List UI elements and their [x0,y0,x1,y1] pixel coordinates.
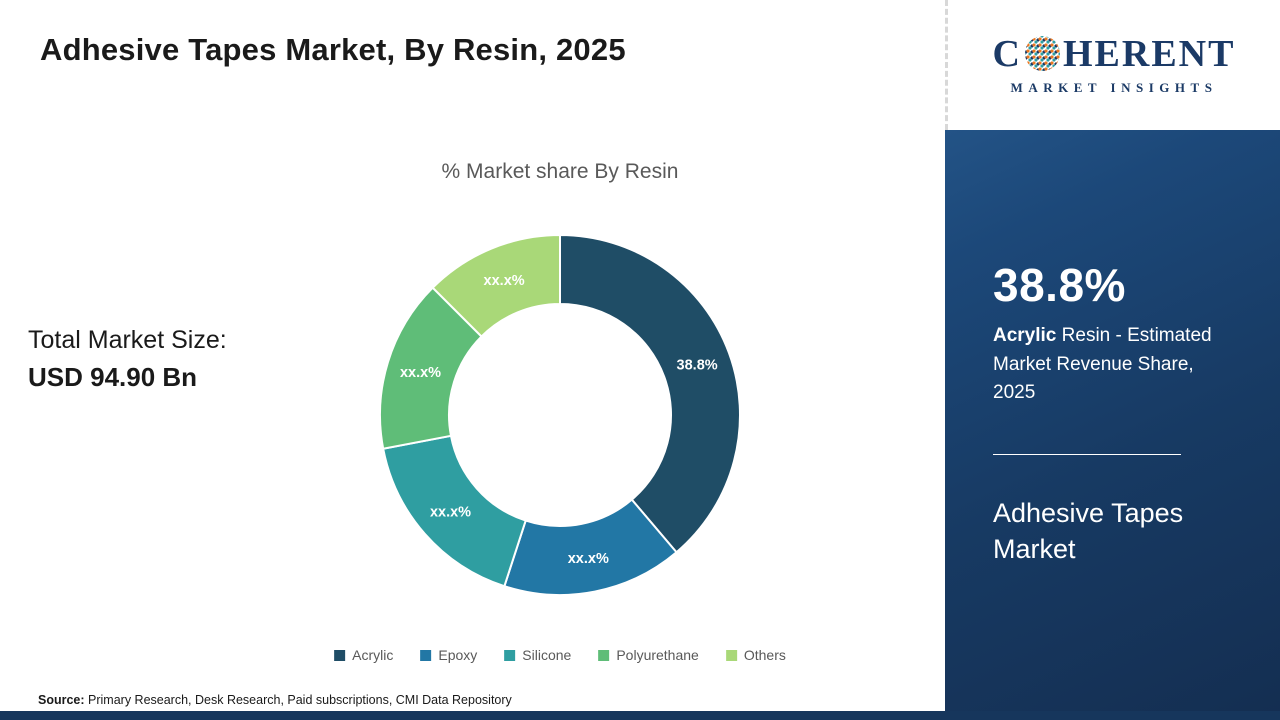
legend-item-acrylic: Acrylic [334,647,393,663]
highlight-stat-value: 38.8% [993,259,1126,311]
chart-panel: Adhesive Tapes Market, By Resin, 2025 % … [28,32,786,707]
chart-title: % Market share By Resin [441,160,679,183]
highlight-stat-text: Resin - Estimated Market Revenue Share, … [993,325,1212,403]
legend-label-polyurethane: Polyurethane [616,647,699,663]
highlight-stat-description: Acrylic Resin - Estimated Market Revenue… [993,322,1232,408]
page-title: Adhesive Tapes Market, By Resin, 2025 [40,32,626,67]
donut-slice-others [431,233,561,338]
brand-letter-c: C [992,32,1022,75]
legend-swatch-silicone [504,649,516,661]
source-text: Primary Research, Desk Research, Paid su… [84,693,512,707]
slice-label-silicone: xx.x% [430,505,471,521]
donut-chart: 38.8% xx.x% xx.x% xx.x% xx.x% [379,233,741,596]
source-label: Source: [38,693,85,707]
brand-logo: C HERENT MARKET INSIGHTS [945,0,1280,130]
legend-swatch-polyurethane [598,649,610,661]
slice-label-epoxy: xx.x% [568,551,609,567]
total-market-size: Total Market Size: USD 94.90 Bn [28,326,227,393]
brand-word-rest: HERENT [1062,32,1236,75]
legend-item-polyurethane: Polyurethane [598,647,699,663]
brand-subtitle: MARKET INSIGHTS [1010,79,1218,95]
sidebar: C HERENT MARKET INSIGHTS 38.8% Acrylic R… [945,0,1280,720]
legend-item-epoxy: Epoxy [420,647,477,663]
slice-label-acrylic: 38.8% [677,358,718,374]
divider-line [993,453,1181,455]
source-note: Source: Primary Research, Desk Research,… [38,693,512,707]
report-title: Adhesive Tapes Market [993,497,1184,564]
legend-swatch-others [725,649,737,661]
legend-label-silicone: Silicone [522,647,572,663]
highlight-stat-category: Acrylic [993,325,1057,346]
slice-label-others: xx.x% [484,273,525,289]
legend-swatch-acrylic [334,649,346,661]
sidebar-body: 38.8% Acrylic Resin - Estimated Market R… [945,130,1280,720]
bottom-bar [0,711,1280,720]
chart-legend: Acrylic Epoxy Silicone Polyurethane Others [334,647,786,663]
globe-icon [1024,36,1060,71]
slice-label-polyurethane: xx.x% [400,365,441,381]
total-market-size-label: Total Market Size: [28,326,227,354]
brand-wordmark: C HERENT [993,35,1236,73]
legend-label-others: Others [743,647,786,663]
legend-item-silicone: Silicone [504,647,571,663]
legend-item-others: Others [725,647,786,663]
legend-swatch-epoxy [420,649,432,661]
total-market-size-value: USD 94.90 Bn [28,362,198,392]
donut-slice-acrylic [559,233,741,554]
legend-label-epoxy: Epoxy [438,647,478,663]
legend-label-acrylic: Acrylic [352,647,394,663]
